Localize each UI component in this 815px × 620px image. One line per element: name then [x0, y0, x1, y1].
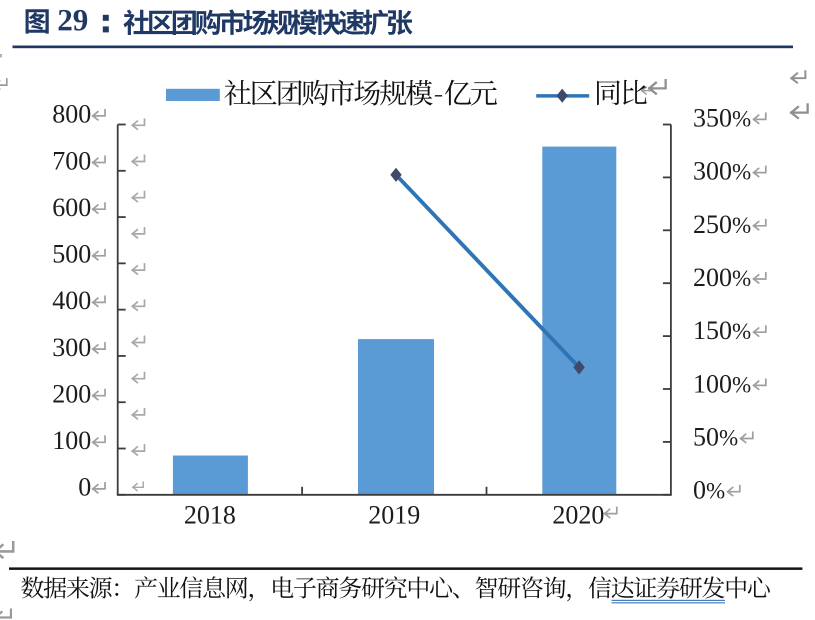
svg-text:0%: 0%: [693, 476, 725, 505]
svg-text:250%: 250%: [693, 210, 751, 239]
svg-text:300%: 300%: [693, 157, 751, 186]
svg-text:2018: 2018: [184, 501, 236, 530]
svg-text:200%: 200%: [693, 263, 751, 292]
svg-text:700: 700: [52, 146, 91, 175]
svg-text:400: 400: [52, 286, 91, 315]
svg-text:100: 100: [52, 426, 91, 455]
svg-text:2020: 2020: [552, 501, 604, 530]
svg-text:200: 200: [52, 380, 91, 409]
svg-text:150%: 150%: [693, 316, 751, 345]
svg-text:50%: 50%: [693, 423, 738, 452]
svg-text:600: 600: [52, 193, 91, 222]
svg-text:300: 300: [52, 333, 91, 362]
svg-text:500: 500: [52, 240, 91, 269]
svg-text:800: 800: [52, 100, 91, 129]
svg-text:100%: 100%: [693, 369, 751, 398]
svg-text:350%: 350%: [693, 103, 751, 132]
svg-text:0: 0: [78, 473, 91, 502]
svg-text:2019: 2019: [368, 501, 420, 530]
